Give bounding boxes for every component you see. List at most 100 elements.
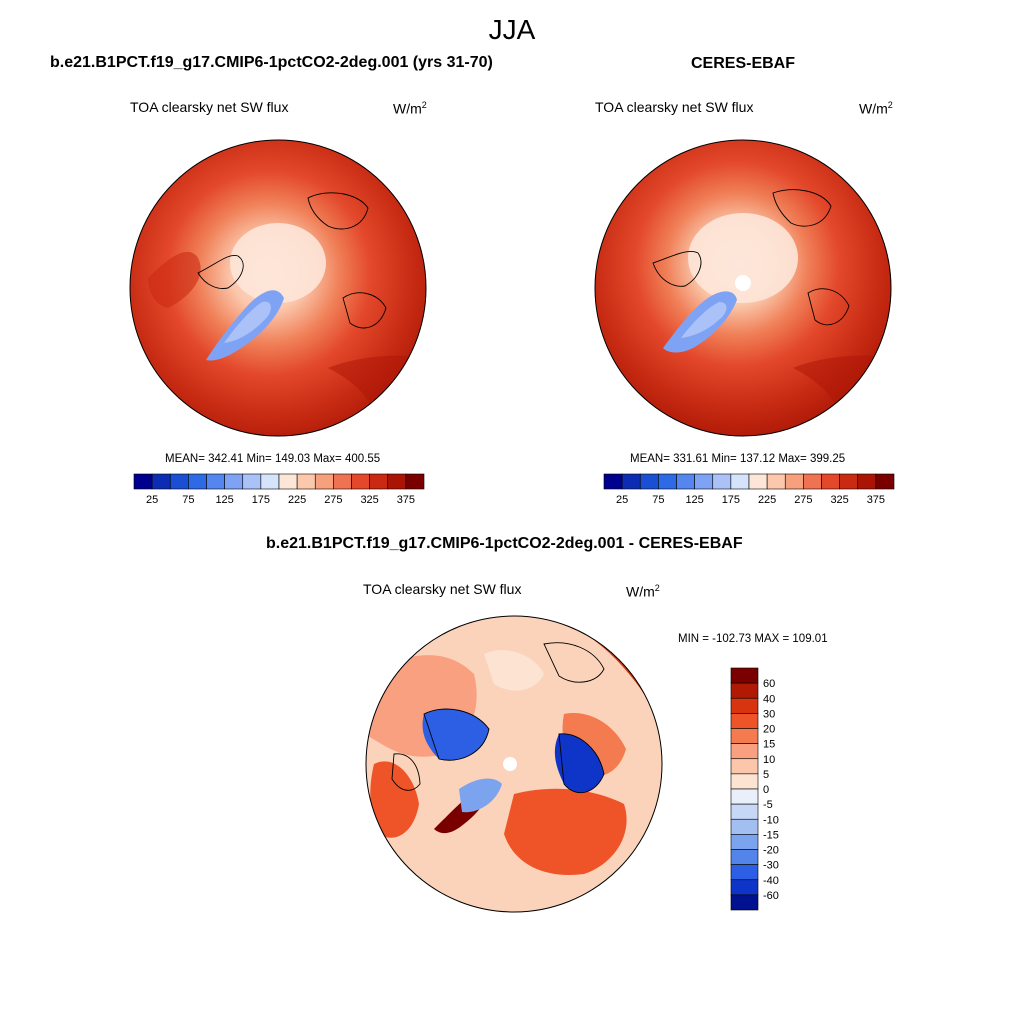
model-colorbar-box: [351, 473, 370, 490]
obs-colorbar-box: [784, 473, 804, 490]
obs-colorbar-tick-label: 25: [616, 494, 628, 506]
diff-colorbar-box: [730, 788, 759, 805]
model-polar-map: [129, 139, 427, 437]
obs-colorbar-box: [694, 473, 714, 490]
diff-colorbar: 60 40 30 20 15 10 5 0 -5 -10 -15 -20 -30 -40 -60: [730, 667, 779, 911]
obs-colorbar-tick-label: 175: [722, 494, 740, 506]
model-land-patch: [148, 251, 201, 308]
obs-colorbar: 25 75 125 175 225 275 325 375: [603, 473, 895, 506]
model-colorbar-box: [151, 473, 171, 490]
season-title: JJA: [488, 14, 536, 45]
diff-colorbar-box: [730, 667, 759, 684]
model-panel-title: b.e21.B1PCT.f19_g17.CMIP6-1pctCO2-2deg.0…: [50, 54, 493, 71]
diff-polar-map: [365, 615, 663, 913]
model-arctic-high: [230, 223, 326, 303]
diff-pole-hole: [503, 757, 517, 771]
model-colorbar: 25 75 125 175 225 275 325 375: [133, 473, 425, 506]
obs-panel-title: CERES-EBAF: [691, 55, 796, 72]
diff-colorbar-tick-label: 30: [763, 708, 775, 720]
obs-colorbar-box: [639, 473, 659, 490]
diff-colorbar-box: [730, 803, 759, 820]
obs-colorbar-box: [621, 473, 641, 490]
diff-colorbar-tick-label: -30: [763, 860, 779, 872]
diff-cool-archipelago: [422, 709, 489, 761]
model-map-border: [129, 139, 427, 437]
model-colorbar-tick-label: 75: [182, 494, 194, 506]
diff-colorbar-box: [730, 682, 759, 699]
diff-neutral-north: [484, 650, 544, 691]
obs-coastlines: [652, 189, 850, 326]
model-colorbar-box: [242, 473, 262, 490]
diff-colorbar-box: [730, 818, 759, 835]
obs-colorbar-box: [603, 473, 623, 490]
obs-colorbar-box: [857, 473, 877, 490]
obs-colorbar-tick-label: 75: [652, 494, 664, 506]
diff-colorbar-box: [730, 864, 759, 881]
model-colorbar-tick-label: 25: [146, 494, 158, 506]
diff-colorbar-box: [730, 728, 759, 744]
diff-cool-greenland: [459, 778, 502, 813]
obs-colorbar-tick-label: 225: [758, 494, 776, 506]
diff-colorbar-box: [730, 834, 759, 850]
obs-colorbar-box: [676, 473, 695, 490]
obs-arctic-high: [688, 213, 798, 303]
diff-colorbar-tick-label: -60: [763, 890, 779, 902]
obs-colorbar-box: [712, 473, 732, 490]
model-greenland-core: [224, 301, 271, 343]
diff-colorbar-tick-label: 0: [763, 784, 769, 796]
diff-colorbar-box: [730, 773, 759, 790]
diff-stats: MIN = -102.73 MAX = 109.01: [678, 633, 828, 645]
diff-colorbar-tick-label: -40: [763, 875, 779, 887]
diff-colorbar-tick-label: -15: [763, 829, 779, 841]
model-colorbar-box: [405, 473, 425, 490]
model-colorbar-box: [278, 473, 298, 490]
obs-stats: MEAN= 331.61 Min= 137.12 Max= 399.25: [630, 453, 846, 465]
model-colorbar-tick-label: 125: [215, 494, 233, 506]
diff-colorbar-box: [730, 713, 759, 729]
diff-panel-title: b.e21.B1PCT.f19_g17.CMIP6-1pctCO2-2deg.0…: [266, 535, 743, 552]
obs-colorbar-tick-label: 375: [867, 494, 885, 506]
obs-map-border: [594, 139, 892, 437]
obs-colorbar-box: [658, 473, 677, 490]
obs-colorbar-tick-label: 325: [830, 494, 848, 506]
obs-colorbar-tick-label: 275: [794, 494, 812, 506]
diff-colorbar-box: [730, 849, 759, 865]
obs-variable-label: TOA clearsky net SW flux: [595, 99, 754, 115]
obs-pole-hole: [735, 275, 751, 291]
diff-colorbar-tick-label: -20: [763, 845, 779, 857]
model-colorbar-box: [206, 473, 225, 490]
diff-colorbar-box: [730, 758, 759, 775]
diff-unit-label: W/m2: [626, 583, 660, 600]
obs-colorbar-box: [766, 473, 786, 490]
model-colorbar-box: [314, 473, 334, 490]
diff-colorbar-tick-label: 20: [763, 724, 775, 736]
model-colorbar-box: [133, 473, 153, 490]
model-variable-label: TOA clearsky net SW flux: [130, 99, 289, 115]
model-colorbar-tick-label: 325: [360, 494, 378, 506]
diff-colorbar-tick-label: -10: [763, 814, 779, 826]
diff-variable-label: TOA clearsky net SW flux: [363, 581, 522, 597]
diff-map-border: [365, 615, 663, 913]
diff-colorbar-box: [730, 894, 759, 911]
diff-colorbar-tick-label: 15: [763, 739, 775, 751]
obs-colorbar-tick-label: 125: [685, 494, 703, 506]
model-colorbar-box: [188, 473, 207, 490]
diff-colorbar-box: [730, 697, 759, 714]
obs-colorbar-box: [803, 473, 822, 490]
obs-colorbar-box: [839, 473, 859, 490]
obs-colorbar-box: [748, 473, 768, 490]
diff-colorbar-box: [730, 743, 759, 760]
diff-colorbar-tick-label: -5: [763, 799, 773, 811]
diff-coastlines: [391, 642, 605, 794]
model-colorbar-box: [224, 473, 244, 490]
diff-warm-south: [504, 788, 627, 875]
obs-polar-map: [594, 139, 892, 437]
model-stats: MEAN= 342.41 Min= 149.03 Max= 400.55: [165, 453, 381, 465]
model-colorbar-box: [387, 473, 407, 490]
model-colorbar-box: [260, 473, 280, 490]
obs-greenland-core: [681, 302, 727, 338]
diff-warm-west: [370, 761, 419, 838]
obs-colorbar-box: [875, 473, 895, 490]
diff-colorbar-tick-label: 40: [763, 693, 775, 705]
obs-colorbar-box: [821, 473, 840, 490]
